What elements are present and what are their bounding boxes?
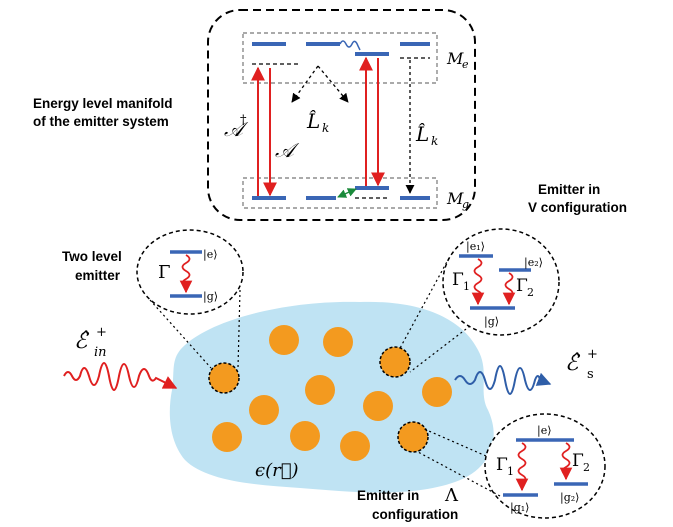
manifold-caption-line2: of the emitter system xyxy=(33,114,169,129)
v-config-decay-wiggle xyxy=(502,272,516,306)
manifold-panel xyxy=(207,9,476,221)
decay-operator-a: L̂ xyxy=(306,109,320,133)
two-level-rate: Γ xyxy=(158,262,171,283)
v-config-rate2: Γ xyxy=(516,276,528,296)
emitter-particles xyxy=(208,325,452,461)
lambda-config-ket-g2: |g₂⟩ xyxy=(560,491,579,505)
ground-manifold-box xyxy=(242,177,438,209)
lambda-config-symbol: Λ xyxy=(444,485,459,506)
scattered-field-sup: + xyxy=(587,347,598,362)
lambda-config-rate1: Γ xyxy=(496,455,508,475)
lambda-config-decay-wiggle xyxy=(559,442,573,481)
scattered-field-symbol: ℰ̂ xyxy=(565,351,581,376)
emitter-dot xyxy=(290,421,320,451)
decay-arrow xyxy=(317,65,349,103)
excited-manifold-sub: e xyxy=(462,58,469,71)
emitter-dot xyxy=(363,391,393,421)
ground-manifold-sub: g xyxy=(462,198,469,211)
lambda-config-title-line2: configuration xyxy=(372,507,458,522)
emitter-dot xyxy=(379,346,411,378)
lambda-config-inset xyxy=(484,413,606,519)
permittivity-label: ϵ(r⃗) xyxy=(255,460,299,481)
incoming-field-sub: in xyxy=(94,345,107,360)
scattered-wave xyxy=(454,365,552,395)
two-level-zoom-line xyxy=(237,289,241,369)
excited-manifold-label: M xyxy=(446,49,464,68)
emitter-dot xyxy=(208,362,240,394)
lambda-config-zoom-line xyxy=(417,451,501,497)
decay-operator-a-sub: k xyxy=(322,121,329,135)
raise-operator-dagger: † xyxy=(240,113,247,128)
emitter-dot xyxy=(212,422,242,452)
emitter-dot xyxy=(422,377,452,407)
emitter-dot xyxy=(249,395,279,425)
v-config-decay-wiggle xyxy=(471,258,485,306)
emitter-dot xyxy=(269,325,299,355)
two-level-decay-wiggle xyxy=(179,254,193,294)
incoming-field-symbol: ℰ̂ xyxy=(74,329,90,354)
lambda-config-zoom-line xyxy=(421,427,487,457)
excited-coupling-wiggle xyxy=(339,40,361,51)
two-level-zoom-line xyxy=(149,299,212,369)
emitter-dot xyxy=(305,375,335,405)
emitter-dot xyxy=(397,421,429,453)
decay-operator-b-sub: k xyxy=(431,134,438,148)
v-config-ket-g: |g⟩ xyxy=(484,315,499,329)
lambda-config-ket-g1: |g₁⟩ xyxy=(510,501,529,515)
lambda-config-ket-e: |e⟩ xyxy=(537,424,552,438)
two-level-title-line2: emitter xyxy=(75,268,121,283)
lambda-config-title-line1: Emitter in xyxy=(357,488,419,503)
excited-manifold-box xyxy=(242,32,438,84)
decay-arrow xyxy=(291,65,319,103)
lambda-config-rate2-sub: 2 xyxy=(583,461,590,474)
lower-operator: 𝒜 xyxy=(275,138,300,162)
two-level-title-line1: Two level xyxy=(62,249,122,264)
decay-operator-b: L̂ xyxy=(415,122,429,146)
v-config-title-line2: V configuration xyxy=(528,200,627,215)
v-config-ket-e2: |e₂⟩ xyxy=(524,256,543,270)
v-config-title-line1: Emitter in xyxy=(538,182,600,197)
lambda-config-decay-wiggle xyxy=(515,442,529,492)
v-config-rate1: Γ xyxy=(452,270,464,290)
ground-manifold-label: M xyxy=(446,189,464,208)
two-level-excited-ket: |e⟩ xyxy=(203,248,218,262)
manifold-caption-line1: Energy level manifold xyxy=(33,96,173,111)
two-level-ground-ket: |g⟩ xyxy=(203,290,218,304)
ground-coupling-arrow xyxy=(337,188,357,198)
emitter-dot xyxy=(323,327,353,357)
scattered-field-sub: s xyxy=(587,367,594,382)
v-config-ket-e1: |e₁⟩ xyxy=(466,240,485,254)
emitter-dot xyxy=(340,431,370,461)
lambda-config-rate2: Γ xyxy=(572,451,584,471)
incoming-wave xyxy=(63,362,178,391)
lambda-config-rate1-sub: 1 xyxy=(507,465,514,478)
incoming-field-sup: + xyxy=(96,325,107,340)
v-config-rate1-sub: 1 xyxy=(463,280,470,293)
v-config-rate2-sub: 2 xyxy=(527,286,534,299)
two-level-inset xyxy=(136,229,244,315)
